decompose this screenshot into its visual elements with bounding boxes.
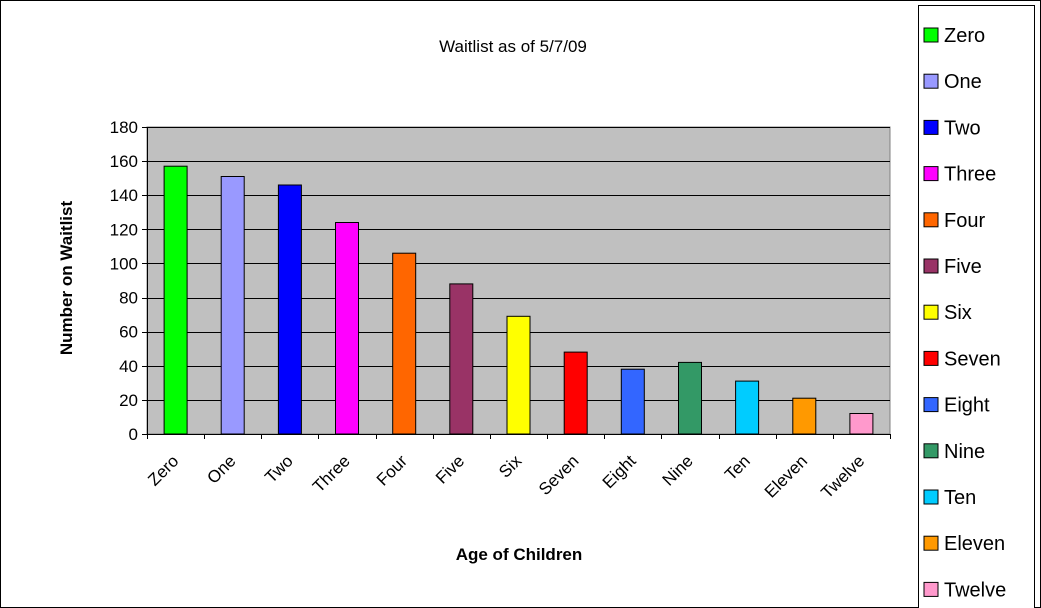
legend-label-four: Four	[944, 210, 985, 232]
bar-four	[392, 252, 417, 435]
legend-label-two: Two	[944, 117, 981, 139]
legend-swatch-seven	[923, 350, 939, 366]
x-axis-title: Age of Children	[456, 545, 583, 564]
legend-swatch-eleven	[923, 535, 939, 551]
legend-label-nine: Nine	[944, 441, 985, 463]
legend-swatch-two	[923, 119, 939, 135]
bar-eleven	[792, 397, 817, 435]
bar-eight	[620, 368, 645, 435]
legend-swatch-ten	[923, 489, 939, 505]
legend-label-one: One	[944, 71, 982, 93]
legend-label-ten: Ten	[944, 487, 976, 509]
chart-title: Waitlist as of 5/7/09	[439, 37, 587, 56]
legend-swatch-zero	[923, 27, 939, 43]
legend-swatch-five	[923, 258, 939, 274]
legend-label-three: Three	[944, 164, 996, 186]
bar-one	[220, 176, 245, 435]
legend-swatch-six	[923, 304, 939, 320]
y-tick-label: 20	[119, 391, 138, 410]
legend-label-zero: Zero	[944, 25, 985, 47]
y-axis-title: Number on Waitlist	[57, 201, 76, 356]
legend-swatch-nine	[923, 443, 939, 459]
legend-items: Zero One Two Three Four Five Six Seven Eight Nine…	[923, 25, 1006, 601]
bar-seven	[563, 351, 588, 435]
y-tick-label: 160	[110, 152, 138, 171]
bar-nine	[678, 361, 702, 435]
bar-five	[449, 283, 474, 435]
legend-label-seven: Seven	[944, 348, 1001, 370]
y-tick-label: 120	[110, 220, 138, 239]
bar-six	[506, 315, 531, 435]
bar-three	[335, 222, 359, 435]
bar-twelve	[849, 413, 874, 435]
legend-swatch-one	[923, 73, 939, 89]
axes	[142, 127, 891, 439]
legend-label-eleven: Eleven	[944, 533, 1005, 555]
legend-label-five: Five	[944, 256, 982, 278]
legend-swatch-four	[923, 212, 939, 228]
y-tick-label: 40	[119, 357, 138, 376]
y-tick-label: 0	[129, 425, 138, 444]
bars	[163, 165, 874, 435]
bar-ten	[735, 380, 760, 435]
legend-swatch-three	[923, 166, 939, 182]
legend: Zero One Two Three Four Five Six Seven Eight Nine…	[918, 5, 1035, 608]
y-tick-labels: 0 20 40 60 80 100 120 140 160 180	[110, 118, 138, 444]
legend-label-twelve: Twelve	[944, 579, 1006, 601]
legend-swatch-eight	[923, 397, 939, 413]
bar-two	[277, 184, 302, 435]
legend-label-eight: Eight	[944, 395, 990, 417]
legend-label-six: Six	[944, 302, 972, 324]
legend-swatch-twelve	[923, 581, 939, 597]
y-tick-label: 180	[110, 118, 138, 137]
y-tick-label: 80	[119, 289, 138, 308]
y-tick-label: 60	[119, 323, 138, 342]
y-tick-label: 140	[110, 186, 138, 205]
bar-zero	[163, 165, 188, 435]
y-tick-label: 100	[110, 254, 138, 273]
